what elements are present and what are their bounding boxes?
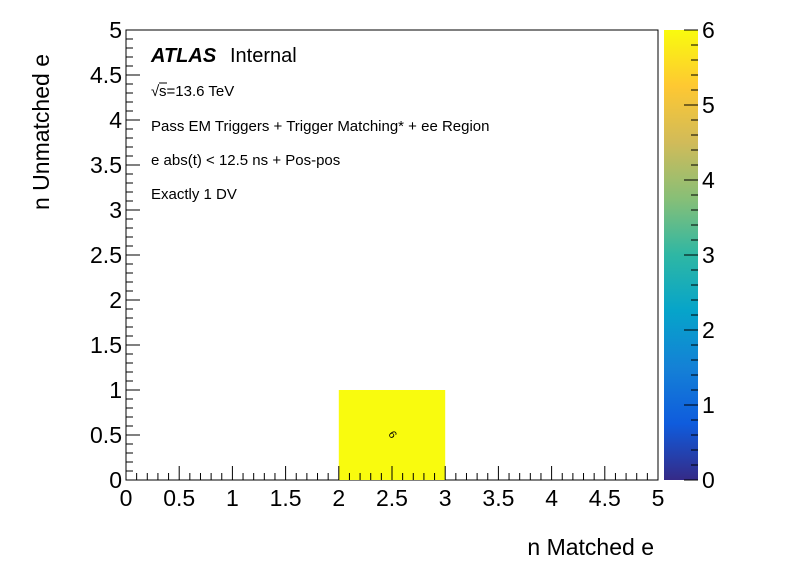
cell-value-label: 6 — [385, 429, 398, 441]
x-tick-label: 3 — [439, 485, 452, 511]
y-tick-label: 0.5 — [90, 422, 122, 448]
y-tick-label: 1.5 — [90, 332, 122, 358]
y-tick-label: 5 — [109, 17, 122, 43]
z-tick-label: 2 — [702, 317, 715, 343]
y-tick-label: 2.5 — [90, 242, 122, 268]
x-tick-label: 5 — [652, 485, 665, 511]
sqrt-symbol: √ — [151, 83, 160, 100]
x-tick-label: 4 — [545, 485, 558, 511]
internal-label: Internal — [230, 45, 297, 67]
z-tick-label: 3 — [702, 242, 715, 268]
color-bar-axis: 0 1 2 3 4 5 6 — [684, 17, 715, 493]
y-axis: 0 0.5 1 1.5 2 2.5 3 3.5 4 4.5 5 — [90, 17, 140, 493]
energy-label: s=13.6 TeV — [159, 83, 234, 100]
z-tick-label: 5 — [702, 92, 715, 118]
x-tick-label: 1 — [226, 485, 239, 511]
selection-line-1: Pass EM Triggers + Trigger Matching* + e… — [151, 118, 490, 135]
y-tick-label: 0 — [109, 467, 122, 493]
y-axis-label: n Unmatched e — [28, 54, 54, 210]
selection-line-2: e abs(t) < 12.5 ns + Pos-pos — [151, 152, 340, 169]
z-tick-label: 0 — [702, 467, 715, 493]
y-tick-label: 3.5 — [90, 152, 122, 178]
x-tick-label: 2 — [332, 485, 345, 511]
z-tick-label: 1 — [702, 392, 715, 418]
selection-line-3: Exactly 1 DV — [151, 186, 237, 203]
x-tick-label: 0.5 — [163, 485, 195, 511]
bins-layer: 6 — [338, 390, 446, 480]
x-tick-label: 2.5 — [376, 485, 408, 511]
y-tick-label: 4 — [109, 107, 122, 133]
z-tick-label: 6 — [702, 17, 715, 43]
x-tick-label: 3.5 — [482, 485, 514, 511]
x-tick-label: 4.5 — [589, 485, 621, 511]
x-tick-label: 1.5 — [270, 485, 302, 511]
y-tick-label: 3 — [109, 197, 122, 223]
x-tick-label: 0 — [120, 485, 133, 511]
atlas-label: ATLAS — [150, 45, 217, 67]
x-axis: 0 0.5 1 1.5 2 2.5 3 3.5 4 4.5 5 — [120, 466, 665, 511]
z-tick-label: 4 — [702, 167, 715, 193]
heatmap-cell — [338, 390, 446, 480]
y-tick-label: 2 — [109, 287, 122, 313]
y-tick-label: 4.5 — [90, 62, 122, 88]
x-axis-label: n Matched e — [527, 534, 654, 560]
y-tick-label: 1 — [109, 377, 122, 403]
